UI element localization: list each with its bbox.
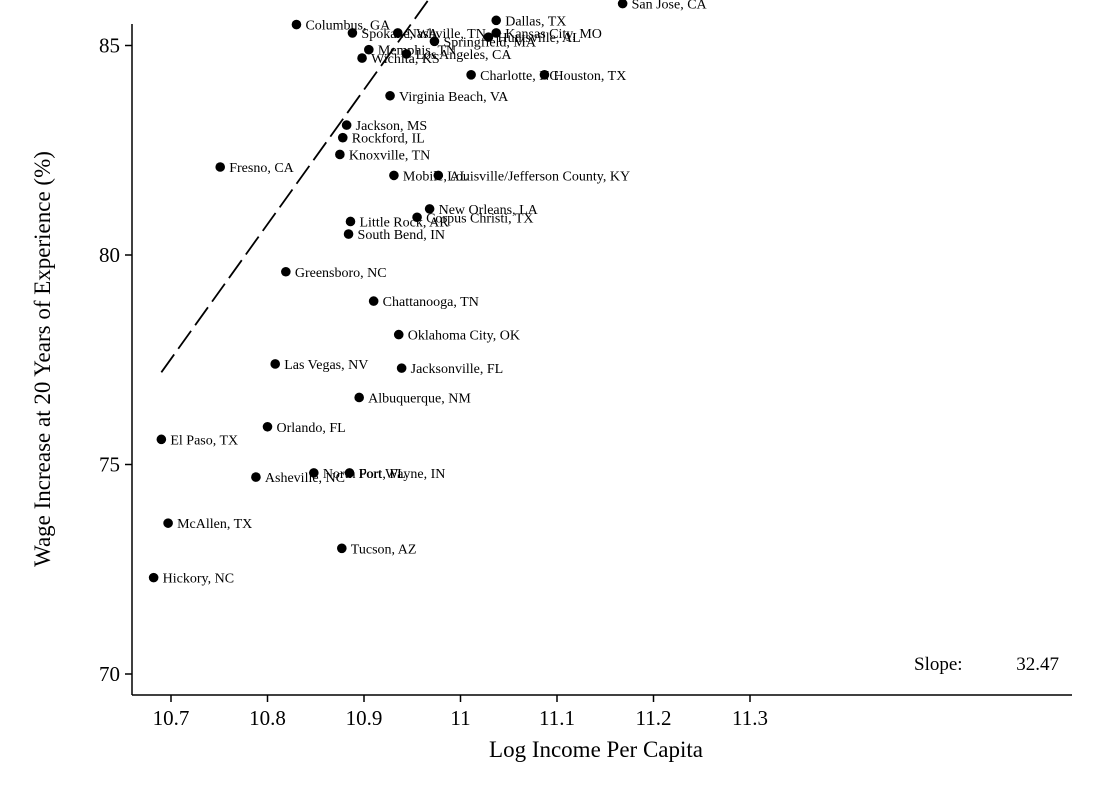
data-point (429, 36, 440, 47)
data-point-label: Tucson, AZ (351, 542, 417, 557)
data-point (337, 543, 347, 554)
data-point (163, 518, 173, 528)
fit-line-group (160, 0, 430, 373)
data-point-label: Greensboro, NC (295, 266, 387, 281)
data-point (424, 204, 435, 214)
data-point-label: Huntsville, AL (497, 31, 580, 46)
data-point (364, 44, 374, 55)
data-point (393, 329, 404, 340)
data-point (412, 212, 422, 223)
data-point-label: South Bend, IN (358, 228, 446, 243)
data-point (433, 170, 444, 181)
data-point-label: Jacksonville, FL (411, 362, 504, 377)
x-tick-label: 11.2 (636, 706, 672, 730)
data-point (617, 0, 628, 9)
data-point (539, 70, 550, 80)
data-point (491, 28, 502, 38)
data-point-label: Charlotte, NC (480, 69, 559, 84)
data-point-label: Dallas, TX (505, 14, 566, 29)
data-point-label: El Paso, TX (170, 433, 238, 448)
data-point (281, 266, 291, 277)
data-point (251, 472, 261, 482)
data-point-label: San Jose, CA (632, 0, 708, 13)
data-point-label: Memphis, TN (378, 44, 456, 59)
x-tick-label: 11.3 (732, 706, 768, 730)
data-point (385, 90, 395, 101)
data-point-label: Chattanooga, TN (383, 295, 479, 310)
data-point (396, 363, 407, 373)
data-point (262, 421, 273, 432)
data-point-label: North Port, FL (323, 467, 406, 482)
data-point (148, 572, 159, 583)
data-point (337, 132, 348, 143)
data-point-label: Columbus, GA (305, 19, 391, 34)
data-point (466, 70, 476, 80)
data-point-label: Houston, TX (553, 69, 626, 84)
data-point (389, 170, 399, 181)
data-point-label: Fresno, CA (229, 161, 294, 176)
data-point (343, 229, 354, 239)
slope-value: 32.47 (1016, 654, 1059, 675)
data-point (345, 216, 356, 227)
data-point (309, 468, 319, 478)
x-tick-label: 10.7 (153, 706, 190, 730)
data-point-label: Fort Wayne, IN (359, 467, 446, 482)
data-point (215, 162, 226, 172)
data-point (483, 32, 494, 42)
slope-label: Slope: (914, 654, 963, 675)
data-point-label: Nashville, TN (407, 27, 486, 42)
y-axis-title: Wage Increase at 20 Years of Experience … (30, 151, 55, 567)
data-point (401, 49, 412, 59)
data-point-label: McAllen, TX (177, 517, 252, 532)
x-tick-label: 11 (450, 706, 470, 730)
data-point-label: New Orleans, LA (439, 203, 539, 218)
y-tick-label: 80 (99, 243, 120, 267)
x-tick-label: 10.9 (346, 706, 383, 730)
fit-line (160, 0, 430, 373)
data-point-label: Las Vegas, NV (284, 358, 368, 373)
x-axis-title: Log Income Per Capita (489, 737, 703, 762)
data-point (335, 149, 345, 160)
data-point-label: Virginia Beach, VA (399, 90, 509, 105)
data-point (354, 392, 364, 403)
data-point (392, 28, 403, 38)
data-point-label: Rockford, IL (352, 132, 425, 147)
data-point-label: Oklahoma City, OK (408, 329, 520, 344)
y-tick-label: 85 (99, 34, 120, 58)
data-point (341, 120, 352, 130)
data-point-label: Hickory, NC (163, 572, 234, 587)
slope-annotation: Slope: 32.47 (914, 654, 1059, 675)
x-tick-label: 10.8 (249, 706, 286, 730)
data-point-label: Louisville/Jefferson County, KY (447, 169, 630, 184)
data-point-label: Asheville, NC (265, 471, 345, 486)
axes: 10.710.810.91111.111.211.370758085909510… (99, 24, 1072, 730)
points-group: Kalamazoo, MIBoston, MALansing, MISalt L… (148, 0, 708, 587)
data-point (156, 434, 167, 445)
data-point-label: Albuquerque, NM (368, 391, 471, 406)
data-point-label: Los Angeles, CA (415, 48, 512, 63)
y-tick-label: 75 (99, 453, 120, 477)
data-point (344, 468, 355, 478)
data-point-label: Orlando, FL (277, 421, 346, 436)
data-point-label: Little Rock, AR (359, 215, 449, 230)
y-tick-label: 70 (99, 662, 120, 686)
data-point-label: Wichita, KS (371, 52, 440, 67)
data-point (347, 28, 358, 38)
data-point-label: Springfield, MA (443, 35, 536, 50)
data-point (291, 19, 302, 30)
data-point (270, 359, 281, 369)
data-point-label: Knoxville, TN (349, 148, 430, 163)
data-point-label: Corpus Christi, TX (426, 211, 533, 226)
data-point (491, 15, 502, 26)
data-point (357, 53, 367, 63)
x-tick-label: 11.1 (539, 706, 575, 730)
data-point-label: Kansas City, MO (505, 27, 602, 42)
data-point-label: Jackson, MS (356, 119, 428, 134)
data-point (368, 296, 379, 306)
